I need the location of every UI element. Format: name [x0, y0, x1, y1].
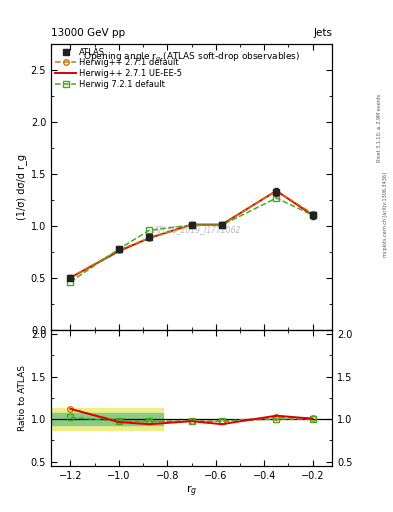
Herwig 7.2.1 default [68, 279, 73, 285]
Herwig++ 2.7.1 UE-EE-5 [68, 274, 73, 281]
Y-axis label: (1/σ) dσ/d r_g: (1/σ) dσ/d r_g [16, 154, 27, 220]
Text: Jets: Jets [313, 28, 332, 38]
Line: Herwig++ 2.7.1 UE-EE-5: Herwig++ 2.7.1 UE-EE-5 [70, 191, 313, 278]
Herwig++ 2.7.1 default [147, 235, 152, 241]
Herwig++ 2.7.1 default [310, 210, 315, 217]
Line: Herwig 7.2.1 default: Herwig 7.2.1 default [68, 195, 316, 285]
Herwig 7.2.1 default [147, 227, 152, 233]
Herwig++ 2.7.1 UE-EE-5 [220, 222, 224, 228]
Herwig++ 2.7.1 default [68, 274, 73, 281]
Text: ATLAS_2019_I1772062: ATLAS_2019_I1772062 [154, 225, 241, 234]
Herwig++ 2.7.1 UE-EE-5 [189, 222, 194, 228]
Line: Herwig++ 2.7.1 default: Herwig++ 2.7.1 default [68, 188, 316, 281]
Herwig++ 2.7.1 UE-EE-5 [274, 188, 279, 194]
Herwig++ 2.7.1 UE-EE-5 [117, 248, 121, 254]
Herwig++ 2.7.1 default [189, 222, 194, 228]
Herwig 7.2.1 default [117, 246, 121, 252]
Legend: ATLAS, Herwig++ 2.7.1 default, Herwig++ 2.7.1 UE-EE-5, Herwig 7.2.1 default: ATLAS, Herwig++ 2.7.1 default, Herwig++ … [55, 48, 182, 89]
Herwig++ 2.7.1 default [220, 222, 224, 228]
Herwig 7.2.1 default [220, 222, 224, 228]
Herwig++ 2.7.1 UE-EE-5 [310, 212, 315, 218]
Herwig 7.2.1 default [310, 212, 315, 218]
Herwig++ 2.7.1 default [117, 247, 121, 253]
Herwig++ 2.7.1 default [274, 188, 279, 194]
Herwig 7.2.1 default [274, 195, 279, 201]
Text: Opening angle r$_g$ (ATLAS soft-drop observables): Opening angle r$_g$ (ATLAS soft-drop obs… [83, 51, 300, 64]
Herwig 7.2.1 default [189, 222, 194, 228]
Herwig++ 2.7.1 UE-EE-5 [147, 235, 152, 241]
Text: Rivet 3.1.10; ≥ 2.9M events: Rivet 3.1.10; ≥ 2.9M events [377, 94, 382, 162]
Y-axis label: Ratio to ATLAS: Ratio to ATLAS [18, 365, 27, 431]
Text: mcplots.cern.ch [arXiv:1306.3436]: mcplots.cern.ch [arXiv:1306.3436] [383, 173, 387, 258]
X-axis label: r$_g$: r$_g$ [186, 483, 197, 499]
Text: 13000 GeV pp: 13000 GeV pp [51, 28, 125, 38]
